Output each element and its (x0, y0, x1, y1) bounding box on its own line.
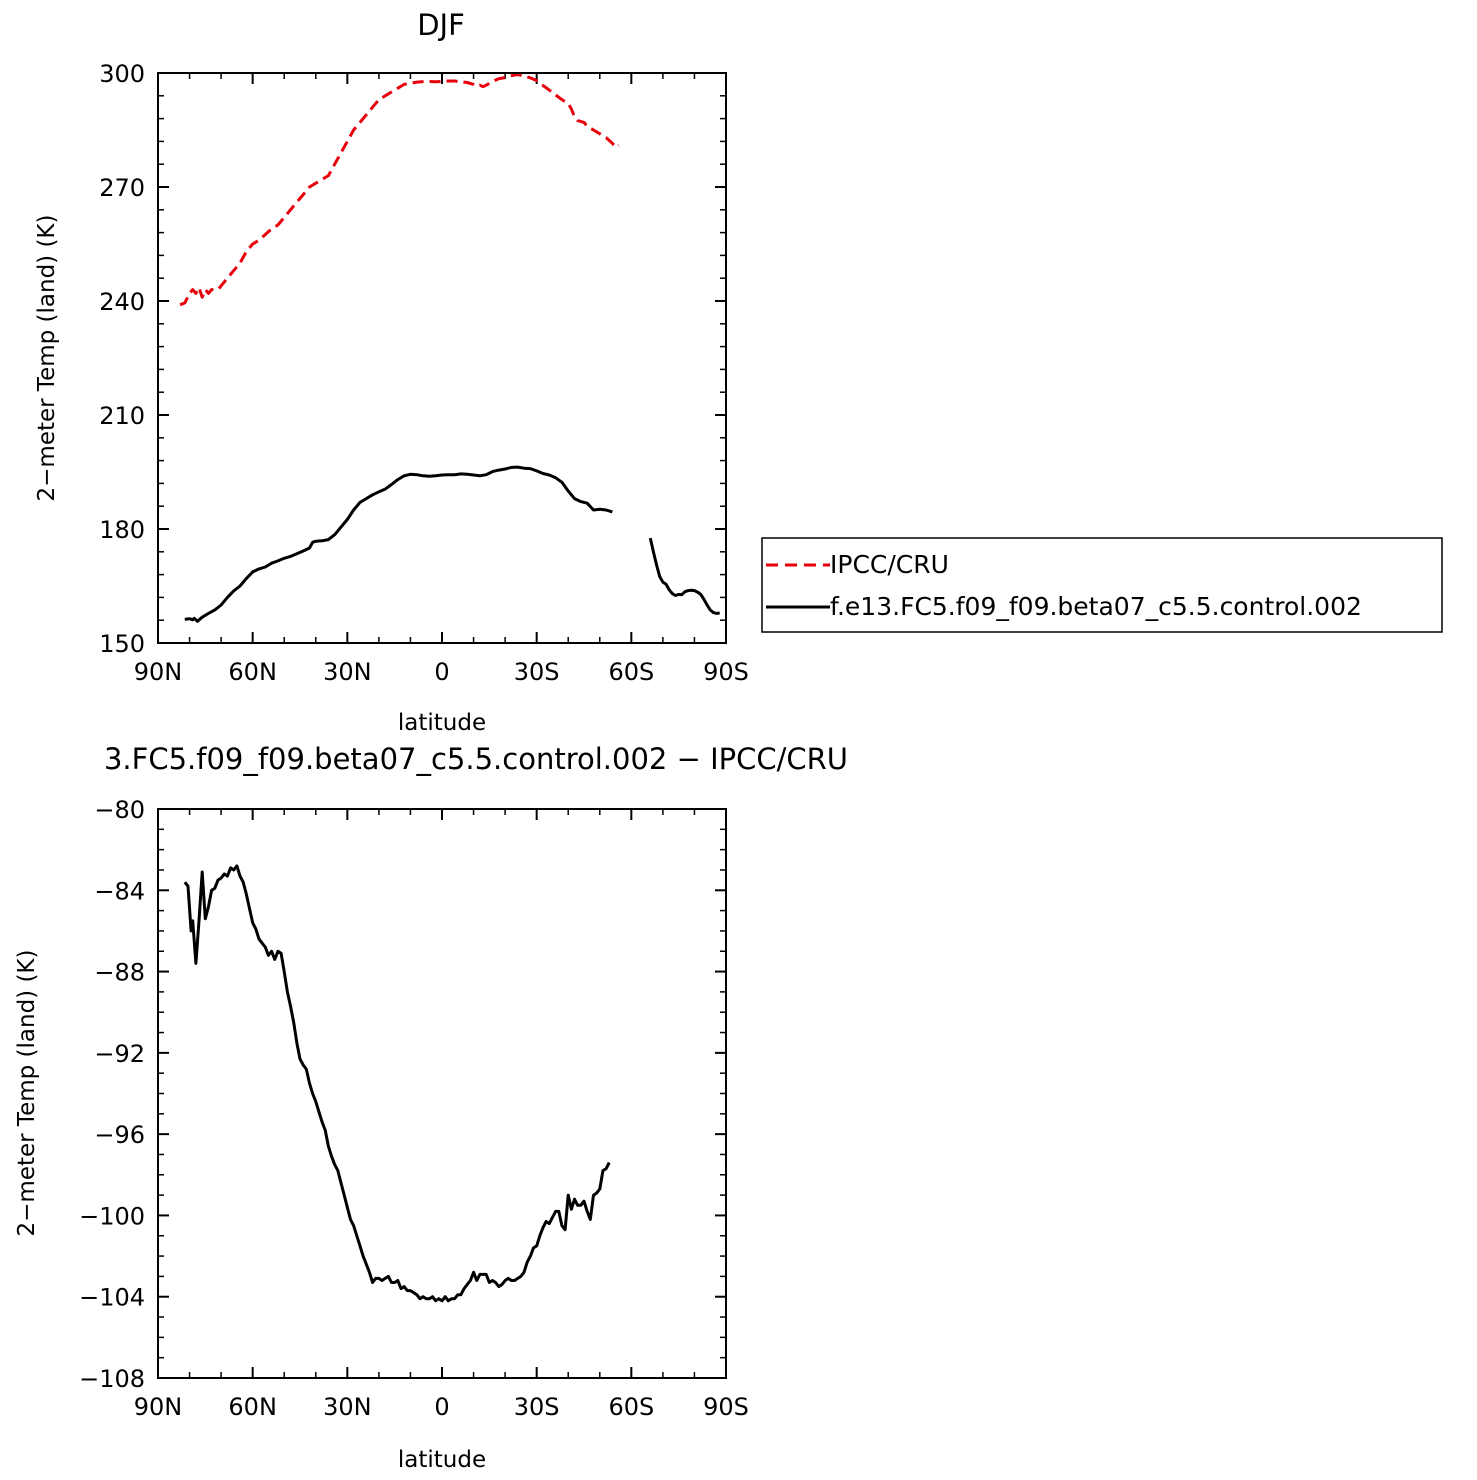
series-line-model (184, 465, 613, 623)
y-tick-label: −100 (79, 1202, 145, 1230)
legend-box (761, 537, 1443, 633)
legend-label-ipcc: IPCC/CRU (830, 550, 949, 579)
y-tick-label: 180 (99, 516, 145, 544)
x-tick-label: 0 (434, 658, 449, 686)
y-tick-label: −88 (94, 959, 145, 987)
legend-label-model: f.e13.FC5.f09_f09.beta07_c5.5.control.00… (830, 592, 1362, 621)
top-panel-xlabel: latitude (398, 710, 486, 736)
y-tick-label: −96 (94, 1121, 145, 1149)
y-tick-label: 240 (99, 288, 145, 316)
y-tick-label: −104 (79, 1284, 145, 1312)
bottom-panel-ylabel: 2−meter Temp (land) (K) (14, 950, 40, 1237)
y-tick-label: −108 (79, 1365, 145, 1393)
top-panel-ticks: 90N 60N 30N 0 30S 60S 90S 150 180 210 240 270 300 (99, 60, 749, 686)
x-tick-label: 90S (703, 658, 749, 686)
bottom-panel-xlabel: latitude (398, 1447, 486, 1473)
x-tick-label: 60N (228, 1393, 277, 1421)
y-tick-label: 210 (99, 402, 145, 430)
top-panel-title: DJF (417, 8, 465, 42)
bottom-panel-title: 3.FC5.f09_f09.beta07_c5.5.control.002 − … (104, 742, 848, 776)
y-tick-label: 300 (99, 60, 145, 88)
x-tick-label: 0 (434, 1393, 449, 1421)
y-tick-label: −92 (94, 1040, 145, 1068)
bottom-panel-series (183, 864, 611, 1303)
x-tick-label: 60S (608, 1393, 654, 1421)
bottom-panel-ticks: 90N 60N 30N 0 30S 60S 90S −108 −104 −100 −96 −92 −88… (79, 796, 749, 1421)
y-tick-label: 150 (99, 630, 145, 658)
series-line-model (648, 537, 720, 615)
bottom-panel: 3.FC5.f09_f09.beta07_c5.5.control.002 − … (14, 742, 848, 1473)
x-tick-label: 90N (134, 1393, 183, 1421)
y-tick-label: 270 (99, 174, 145, 202)
legend: IPCC/CRU f.e13.FC5.f09_f09.beta07_c5.5.c… (761, 537, 1443, 633)
x-tick-label: 90S (703, 1393, 749, 1421)
top-panel-ylabel: 2−meter Temp (land) (K) (34, 215, 60, 502)
x-tick-label: 30N (323, 658, 372, 686)
x-tick-label: 60S (608, 658, 654, 686)
top-panel-series (179, 73, 720, 623)
x-tick-label: 30S (514, 658, 560, 686)
top-panel: DJF 90N 60N 30N 0 30S 60S 90S 150 180 210 240 270 30… (34, 8, 749, 736)
x-tick-label: 90N (134, 658, 183, 686)
series-line-ipcc-cru (179, 73, 620, 307)
x-tick-label: 30S (514, 1393, 560, 1421)
x-tick-label: 30N (323, 1393, 372, 1421)
y-tick-label: −84 (94, 877, 145, 905)
series-line-model (183, 864, 611, 1303)
top-panel-frame (157, 72, 727, 644)
y-tick-label: −80 (94, 796, 145, 824)
x-tick-label: 60N (228, 658, 277, 686)
bottom-panel-frame (157, 808, 727, 1379)
